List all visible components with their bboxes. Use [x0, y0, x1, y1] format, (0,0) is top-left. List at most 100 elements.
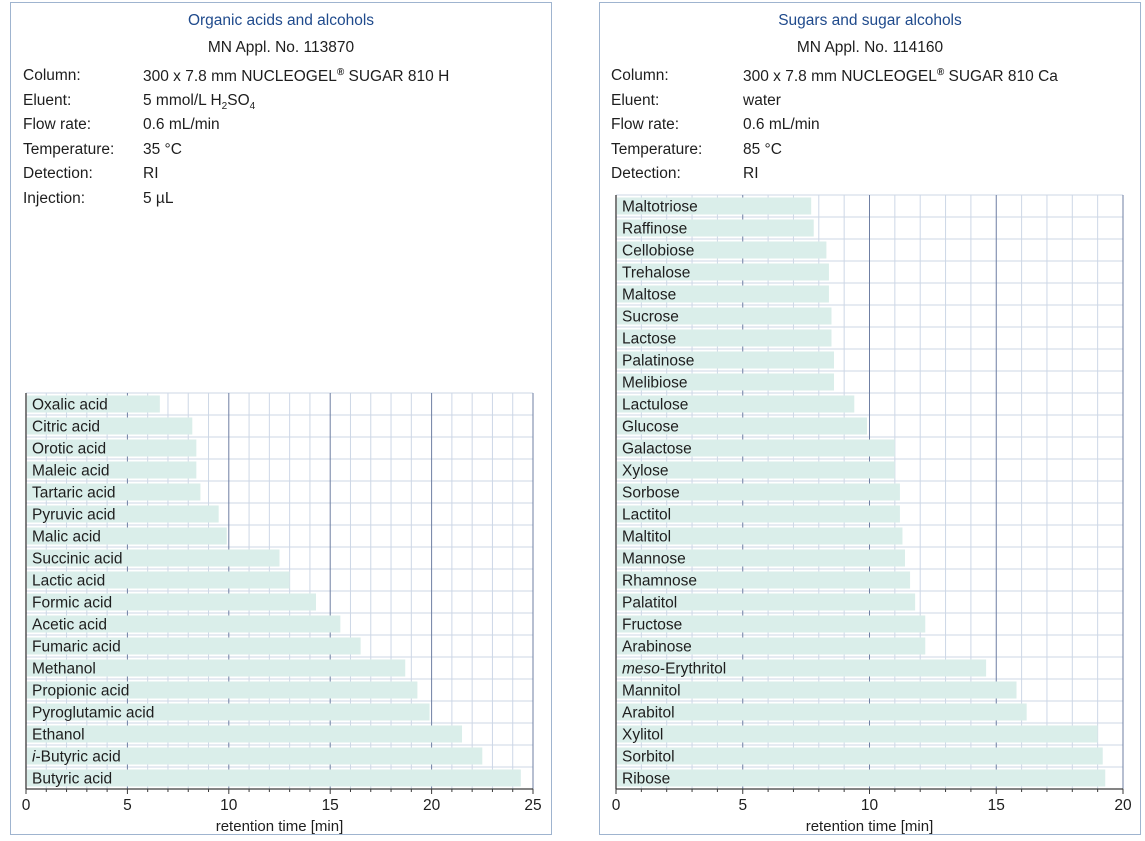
- category-label-name: Arabinose: [622, 639, 692, 656]
- condition-value-part: RI: [743, 165, 759, 182]
- category-label-name: Acetic acid: [32, 617, 107, 634]
- appl-number: MN Appl. No. 113870: [207, 39, 355, 56]
- category-label-prefix: meso: [622, 661, 660, 678]
- category-label: Oxalic acid: [32, 397, 108, 414]
- retention-chart-sugars: Maltotriose Raffinose Cellobiose Trehalose M…: [612, 194, 1132, 835]
- category-label-name: Arabitol: [622, 705, 675, 722]
- category-label: Pyroglutamic acid: [32, 705, 154, 722]
- condition-row: Flow rate: 0.6 mL/min: [23, 116, 543, 136]
- category-label-name: Lactitol: [622, 507, 671, 524]
- condition-value-part: SO: [227, 91, 250, 109]
- x-axis: 0 5 10 15 20 25 retention time [min]: [22, 393, 542, 835]
- bar: [617, 615, 926, 633]
- category-label-name: Rhamnose: [622, 573, 697, 590]
- condition-value: 300 x 7.8 mm NUCLEOGEL® SUGAR 810 Ca: [743, 67, 1058, 86]
- category-label: Maltose: [622, 287, 676, 304]
- condition-label: Flow rate:: [611, 116, 680, 133]
- retention-chart-organic-acids: Oxalic acid Citric acid Orotic acid Maleic …: [22, 392, 542, 835]
- condition-row: Eluent: 5 mmol/L H2SO4: [23, 92, 543, 112]
- category-label-name: Maleic acid: [32, 463, 110, 480]
- category-label-name: Maltose: [622, 287, 676, 304]
- category-label: Arabinose: [622, 639, 692, 656]
- organic-acids-panel: Organic acids and alcohols MN Appl. No. …: [10, 2, 552, 835]
- category-label: Lactic acid: [32, 573, 105, 590]
- category-labels: Maltotriose Raffinose Cellobiose Trehalose M…: [622, 199, 726, 788]
- condition-value-part: 0.6 mL/min: [143, 116, 220, 133]
- bar: [27, 769, 521, 787]
- category-label-name: Mannitol: [622, 683, 681, 700]
- condition-value-part: water: [743, 91, 781, 109]
- bars: [27, 395, 521, 787]
- category-label: Xylose: [622, 463, 669, 480]
- condition-value: 5 µL: [143, 190, 173, 208]
- category-labels: Oxalic acid Citric acid Orotic acid Maleic …: [32, 397, 154, 788]
- category-label: Palatitol: [622, 595, 677, 612]
- condition-label: Column:: [611, 67, 669, 84]
- category-label: Arabitol: [622, 705, 675, 722]
- bar: [617, 725, 1098, 743]
- condition-value: 5 mmol/L H2SO4: [143, 92, 255, 112]
- condition-label: Eluent:: [611, 91, 660, 109]
- condition-value: RI: [743, 165, 759, 183]
- category-label-name: Mannose: [622, 551, 686, 568]
- bar: [617, 263, 829, 281]
- category-label-name: Sucrose: [622, 309, 679, 326]
- condition-label: Eluent:: [23, 91, 72, 109]
- category-label: Maltitol: [622, 529, 671, 546]
- category-label: Sorbitol: [622, 749, 675, 766]
- x-tick-label: 15: [988, 797, 1005, 814]
- grid: [26, 392, 534, 790]
- condition-value: 0.6 mL/min: [143, 116, 220, 134]
- category-label: Acetic acid: [32, 617, 107, 634]
- condition-value-part: ®: [936, 67, 945, 78]
- category-label-name: Raffinose: [622, 221, 687, 238]
- category-label: Tartaric acid: [32, 485, 116, 502]
- bar: [27, 681, 418, 699]
- bar: [617, 681, 1017, 699]
- condition-row: Column: 300 x 7.8 mm NUCLEOGEL® SUGAR 810…: [23, 67, 543, 87]
- x-tick-label: 5: [123, 797, 132, 814]
- bar: [617, 593, 916, 611]
- condition-value-part: 35 °C: [143, 140, 182, 158]
- bar: [617, 505, 900, 523]
- category-label: Butyric acid: [32, 771, 112, 788]
- condition-value-part: ®: [336, 67, 345, 78]
- category-label-name: Trehalose: [622, 265, 690, 282]
- bar: [617, 549, 905, 567]
- condition-value-part: 300 x 7.8 mm NUCLEOGEL: [143, 68, 337, 85]
- condition-value-part: 2: [221, 100, 228, 112]
- bar: [617, 285, 829, 303]
- category-label-name: Fructose: [622, 617, 682, 634]
- category-label: Sorbose: [622, 485, 680, 502]
- bar: [27, 637, 361, 655]
- category-label: Maltotriose: [622, 199, 698, 216]
- condition-row: Detection: RI: [23, 165, 543, 185]
- category-label-name: Oxalic acid: [32, 397, 108, 414]
- category-label: Fumaric acid: [32, 639, 121, 656]
- category-label-name: Propionic acid: [32, 683, 129, 700]
- category-label-name: Lactic acid: [32, 573, 105, 590]
- panel-title: Sugars and sugar alcohols: [778, 12, 962, 29]
- category-label: Sucrose: [622, 309, 679, 326]
- category-label-name: Maltotriose: [622, 199, 698, 216]
- x-axis-label: retention time [min]: [806, 818, 934, 835]
- category-label: Lactitol: [622, 507, 671, 524]
- condition-label: Temperature:: [611, 140, 703, 158]
- condition-row: Column: 300 x 7.8 mm NUCLEOGEL® SUGAR 810…: [611, 67, 1131, 87]
- condition-value-part: 5 µL: [143, 189, 174, 207]
- condition-label: Flow rate:: [23, 116, 92, 133]
- x-tick-label: 0: [612, 797, 621, 814]
- bar: [27, 615, 341, 633]
- bar: [617, 637, 926, 655]
- bar: [617, 241, 827, 259]
- bar: [617, 351, 835, 369]
- x-tick-label: 20: [1114, 797, 1132, 814]
- bar: [617, 197, 812, 215]
- category-label: Raffinose: [622, 221, 687, 238]
- category-label: Xylitol: [622, 727, 663, 744]
- x-tick-label: 20: [423, 797, 441, 814]
- bar: [27, 417, 193, 435]
- category-label: Orotic acid: [32, 441, 106, 458]
- category-label-name: Xylose: [622, 463, 669, 480]
- condition-value: 0.6 mL/min: [743, 116, 820, 134]
